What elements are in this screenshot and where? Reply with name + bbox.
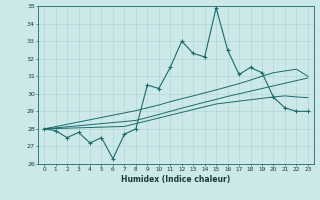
X-axis label: Humidex (Indice chaleur): Humidex (Indice chaleur)	[121, 175, 231, 184]
